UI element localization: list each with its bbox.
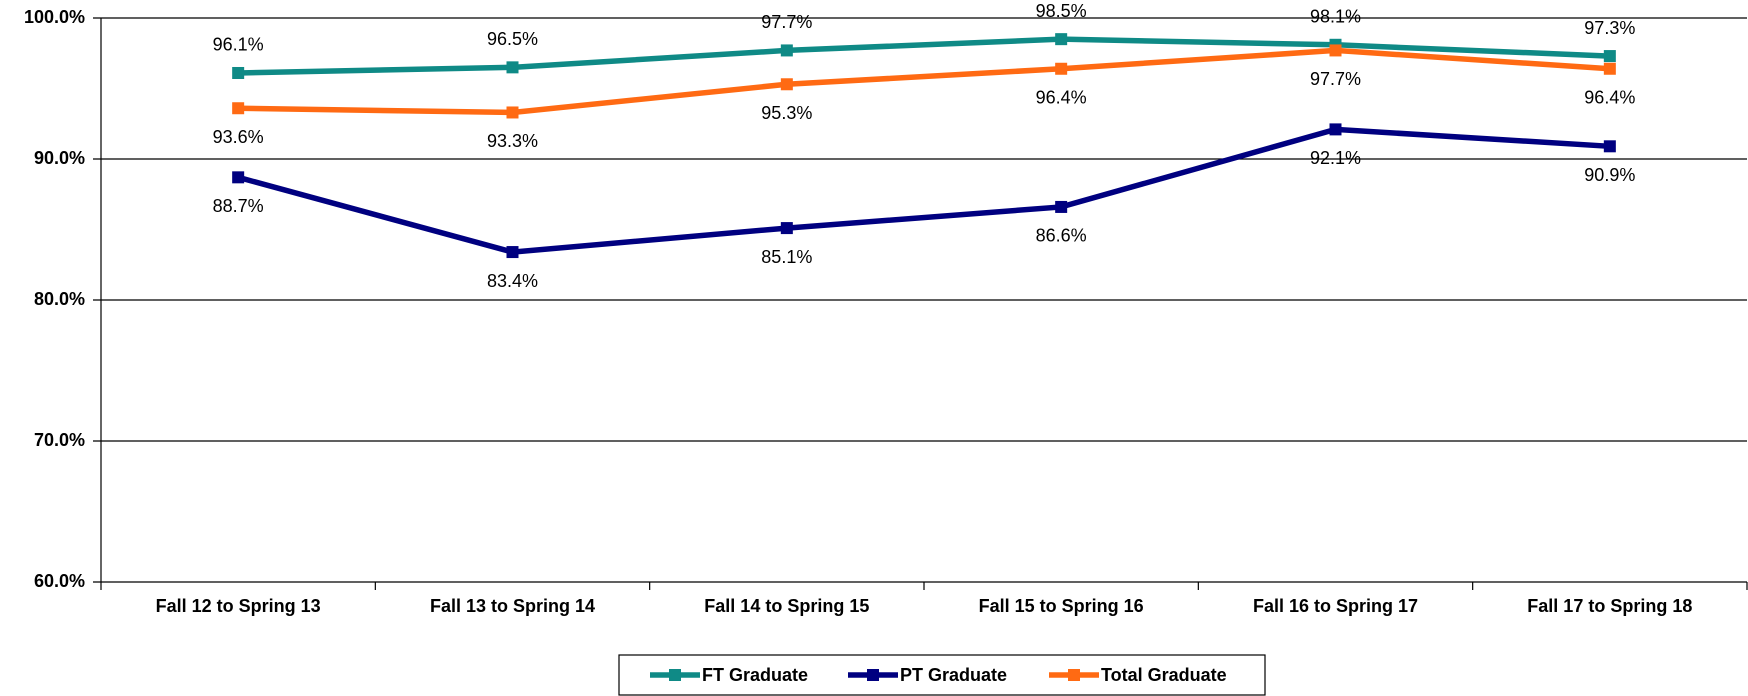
data-label: 86.6%: [1036, 226, 1087, 246]
marker: [1055, 200, 1068, 213]
data-label: 98.5%: [1036, 1, 1087, 21]
data-label: 98.1%: [1310, 7, 1361, 27]
marker: [232, 102, 245, 115]
data-label: 96.4%: [1584, 88, 1635, 108]
legend-label: Total Graduate: [1101, 665, 1227, 685]
data-label: 95.3%: [761, 103, 812, 123]
data-label: 96.5%: [487, 29, 538, 49]
marker: [506, 61, 519, 74]
legend-marker: [867, 669, 879, 681]
data-label: 93.3%: [487, 131, 538, 151]
legend-marker: [1068, 669, 1080, 681]
series-line: [237, 126, 1610, 255]
data-label: 83.4%: [487, 271, 538, 291]
marker: [232, 66, 245, 79]
data-label: 97.7%: [761, 12, 812, 32]
data-label: 97.7%: [1310, 69, 1361, 89]
data-label: 90.9%: [1584, 165, 1635, 185]
data-label: 96.1%: [213, 35, 264, 55]
x-tick-label: Fall 17 to Spring 18: [1527, 596, 1692, 616]
x-tick-label: Fall 12 to Spring 13: [156, 596, 321, 616]
data-label: 85.1%: [761, 247, 812, 267]
x-tick-label: Fall 13 to Spring 14: [430, 596, 595, 616]
data-label: 92.1%: [1310, 148, 1361, 168]
legend-label: FT Graduate: [702, 665, 808, 685]
series-line: [238, 36, 1610, 76]
marker: [780, 44, 793, 57]
marker: [1329, 123, 1342, 136]
marker: [1329, 44, 1342, 57]
x-tick-label: Fall 15 to Spring 16: [979, 596, 1144, 616]
series-line: [238, 47, 1611, 116]
x-tick-label: Fall 16 to Spring 17: [1253, 596, 1418, 616]
data-label: 93.6%: [213, 127, 264, 147]
marker: [780, 78, 793, 91]
x-tick-label: Fall 14 to Spring 15: [704, 596, 869, 616]
y-tick-label: 90.0%: [34, 148, 85, 168]
marker: [1055, 62, 1068, 75]
marker: [232, 171, 245, 184]
marker: [1603, 140, 1616, 153]
marker: [780, 222, 793, 235]
data-label: 97.3%: [1584, 18, 1635, 38]
marker: [506, 246, 519, 259]
data-label: 88.7%: [213, 196, 264, 216]
marker: [506, 106, 519, 119]
marker: [1603, 62, 1616, 75]
y-tick-label: 80.0%: [34, 289, 85, 309]
legend-marker: [669, 669, 681, 681]
legend-label: PT Graduate: [900, 665, 1007, 685]
marker: [1055, 33, 1068, 46]
data-label: 96.4%: [1036, 88, 1087, 108]
legend-box: [618, 654, 1266, 696]
y-tick-label: 100.0%: [24, 7, 85, 27]
y-tick-label: 70.0%: [34, 430, 85, 450]
y-tick-label: 60.0%: [34, 571, 85, 591]
marker: [1603, 50, 1616, 63]
